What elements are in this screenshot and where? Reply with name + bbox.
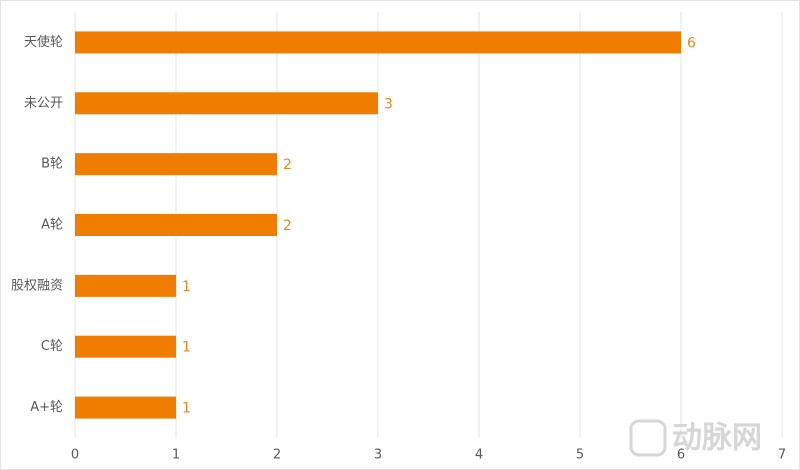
x-tick-label: 7 — [778, 448, 786, 463]
bar — [75, 335, 176, 358]
value-label: 2 — [283, 157, 292, 173]
x-tick-label: 1 — [172, 448, 180, 463]
y-tick-label: 股权融资 — [11, 277, 63, 293]
x-tick-label: 4 — [475, 448, 483, 463]
bar — [75, 92, 378, 115]
y-tick-label: A轮 — [41, 218, 63, 233]
x-tick-label: 0 — [71, 448, 79, 463]
x-tick-label: 5 — [576, 448, 584, 463]
y-tick-label: 天使轮 — [24, 34, 63, 50]
x-tick-label: 2 — [273, 448, 281, 463]
value-label: 1 — [182, 401, 191, 417]
watermark-text: 动脉网 — [672, 421, 762, 456]
bar — [75, 274, 176, 297]
watermark-logo — [629, 419, 667, 457]
bar — [75, 31, 681, 54]
value-label: 6 — [687, 35, 696, 51]
bar — [75, 214, 277, 236]
x-tick-label: 3 — [374, 448, 382, 463]
value-label: 2 — [283, 218, 292, 234]
x-tick-label: 6 — [677, 448, 685, 463]
y-tick-label: B轮 — [41, 157, 63, 172]
bar — [75, 153, 277, 176]
watermark: 动脉网 — [629, 419, 762, 457]
value-label: 1 — [182, 279, 191, 295]
y-tick-label: C轮 — [41, 339, 63, 354]
bar — [75, 396, 176, 419]
y-tick-label: 未公开 — [24, 96, 63, 111]
value-label: 3 — [384, 96, 393, 112]
y-tick-label: A+轮 — [30, 400, 63, 415]
value-label: 1 — [182, 340, 191, 356]
